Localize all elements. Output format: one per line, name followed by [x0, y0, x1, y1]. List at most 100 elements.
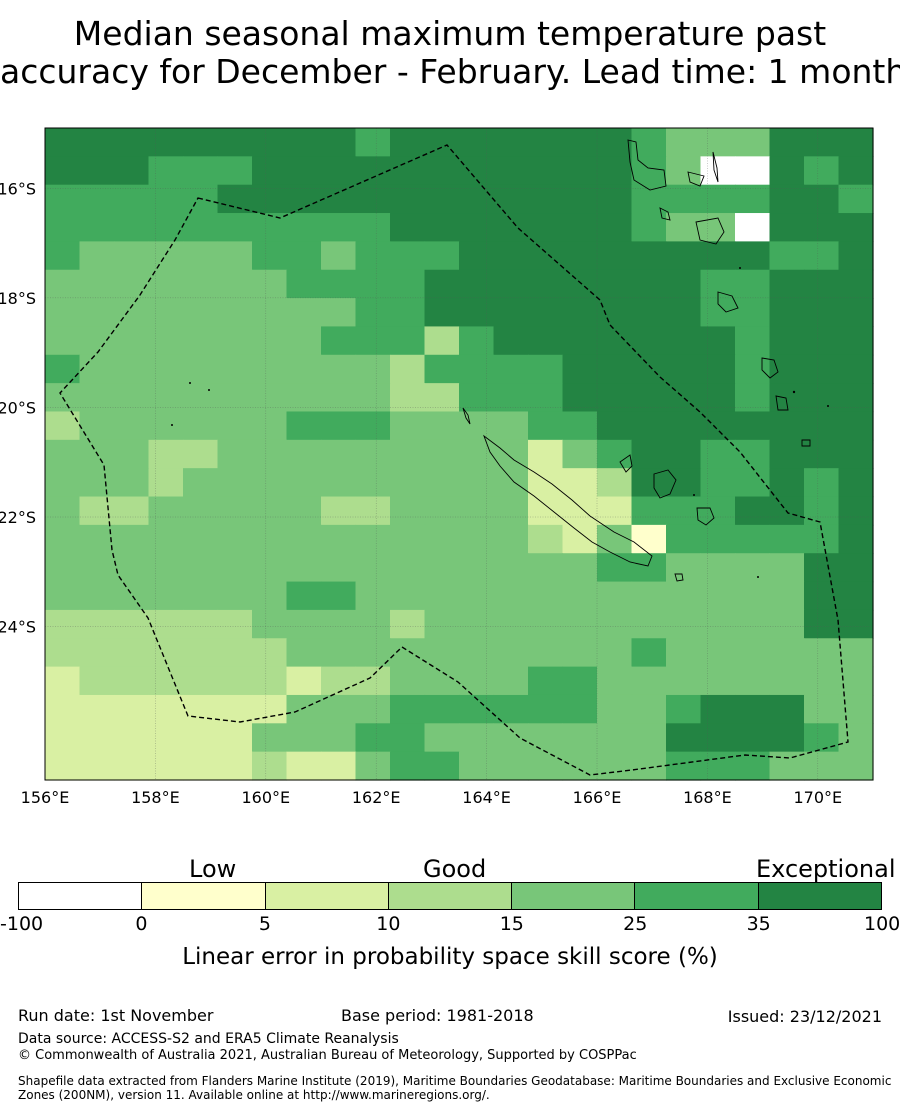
grid-cell	[390, 496, 426, 526]
grid-cell	[562, 269, 598, 299]
grid-cell	[562, 609, 598, 639]
grid-cell	[838, 638, 874, 668]
grid-cell	[286, 241, 322, 271]
grid-cell	[321, 298, 357, 328]
grid-cell	[666, 128, 702, 157]
grid-cell	[562, 694, 598, 724]
grid-cell	[424, 241, 460, 271]
grid-cell	[528, 411, 564, 441]
grid-cell	[45, 723, 81, 753]
grid-cell	[390, 666, 426, 696]
grid-cell	[769, 723, 805, 753]
grid-cell	[252, 666, 288, 696]
islet-marker	[208, 389, 210, 391]
grid-cell	[355, 496, 391, 526]
grid-cell	[666, 298, 702, 328]
grid-cell	[597, 694, 633, 724]
grid-cell	[79, 383, 115, 413]
islet-marker	[792, 390, 796, 394]
grid-cell	[183, 411, 219, 441]
grid-cell	[631, 156, 667, 186]
grid-cell	[562, 439, 598, 469]
grid-cell	[355, 694, 391, 724]
grid-cell	[769, 638, 805, 668]
grid-cell	[597, 184, 633, 214]
colorbar-segment	[758, 883, 881, 909]
grid-cell	[390, 326, 426, 356]
grid-cell	[114, 326, 150, 356]
eez-boundary	[59, 144, 849, 776]
grid-cell	[700, 666, 736, 696]
grid-cell	[597, 241, 633, 271]
grid-cell	[666, 638, 702, 668]
grid-cell	[769, 666, 805, 696]
grid-cell	[424, 723, 460, 753]
grid-cell	[562, 411, 598, 441]
grid-cell	[321, 269, 357, 299]
grid-cell	[666, 241, 702, 271]
grid-cell	[804, 496, 840, 526]
grid-cell	[390, 128, 426, 157]
grid-cell	[700, 496, 736, 526]
grid-cell	[390, 213, 426, 242]
grid-cell	[528, 241, 564, 271]
grid-cell	[79, 354, 115, 384]
islet-marker	[757, 576, 759, 578]
colorbar-label-low: Low	[189, 855, 237, 883]
grid-cell	[45, 496, 81, 526]
grid-cell	[424, 326, 460, 356]
isle-of-pines-coast	[674, 573, 684, 582]
grid-cell	[217, 468, 253, 498]
grid-cell	[562, 128, 598, 157]
lifou-island-coast	[653, 469, 677, 499]
grid-cell	[562, 354, 598, 384]
grid-cell	[183, 609, 219, 639]
grid-cell	[286, 411, 322, 441]
grid-cell	[631, 468, 667, 498]
grid-cell	[666, 184, 702, 214]
grid-cell	[79, 751, 115, 781]
colorbar-label-good: Good	[423, 855, 487, 883]
grid-cell	[148, 269, 184, 299]
shapefile-credit-line1: Shapefile data extracted from Flanders M…	[18, 1074, 892, 1088]
grid-cell	[562, 184, 598, 214]
grid-cell	[148, 751, 184, 781]
grid-cell	[79, 156, 115, 186]
colorbar-tick-label: -100	[0, 913, 44, 935]
grid-cell	[45, 184, 81, 214]
grid-cell	[183, 553, 219, 583]
grid-cell	[735, 553, 771, 583]
grid-cell	[286, 439, 322, 469]
grid-cell	[79, 128, 115, 157]
grid-cell	[562, 156, 598, 186]
grid-cell	[666, 751, 702, 781]
grid-cell	[769, 128, 805, 157]
grid-cell	[735, 411, 771, 441]
ouvea-island-coast	[619, 454, 633, 473]
grid-cell	[493, 723, 529, 753]
grid-cell	[79, 298, 115, 328]
matthew-island-coast	[801, 439, 811, 447]
grid-cell	[493, 468, 529, 498]
grid-cell	[735, 638, 771, 668]
grid-cell	[528, 638, 564, 668]
grid-cell	[148, 723, 184, 753]
grid-cell	[355, 298, 391, 328]
grid-cell	[252, 553, 288, 583]
grid-cell	[459, 128, 495, 157]
grid-cell	[493, 298, 529, 328]
grid-cell	[424, 411, 460, 441]
grid-cell	[321, 184, 357, 214]
grid-cell	[493, 638, 529, 668]
grid-cell	[45, 128, 81, 157]
grid-cell	[424, 354, 460, 384]
skill-score-map: 156°E 158°E 160°E 162°E 164°E 166°E 168°E 170°E…	[0, 127, 874, 807]
grid-cell	[183, 269, 219, 299]
grid-cell	[769, 184, 805, 214]
grid-cell	[355, 524, 391, 554]
grid-cell	[390, 241, 426, 271]
grid-cell	[252, 609, 288, 639]
grid-cell	[562, 524, 598, 554]
latitude-label: 18°S	[0, 289, 36, 308]
malekula-island-coast	[659, 207, 671, 221]
